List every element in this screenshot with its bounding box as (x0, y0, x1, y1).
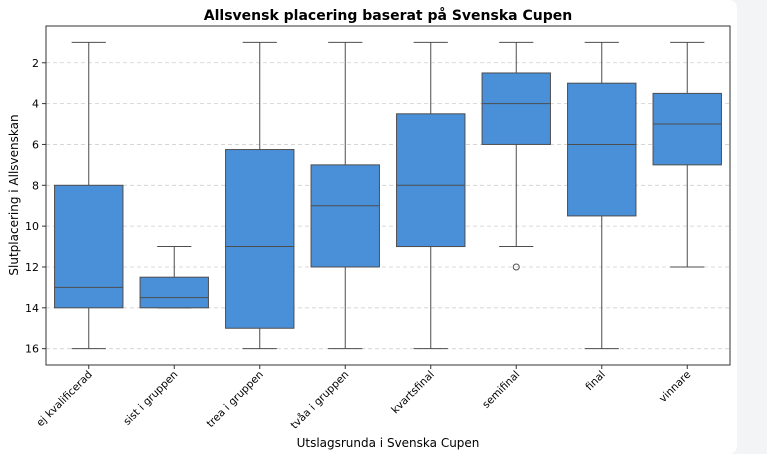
plot-frame (45, 25, 731, 366)
box-iqr (396, 113, 466, 248)
box-group (652, 41, 722, 268)
box-iqr (567, 82, 637, 217)
x-tick-label: kvartsfinal (389, 369, 437, 417)
x-tick-label: tvåa i gruppen (288, 368, 352, 432)
box-group (139, 246, 209, 309)
x-tick-label: final (583, 369, 607, 393)
box-iqr (481, 72, 551, 145)
y-tick-label: 2 (32, 57, 39, 70)
box-iqr (54, 184, 124, 309)
x-tick-label: trea i gruppen (205, 369, 266, 430)
y-tick-label: 14 (25, 302, 39, 315)
x-tick-label: vinnare (657, 369, 693, 405)
y-axis-label: Slutplacering i Allsvenskan (7, 114, 21, 275)
x-axis-ticks: ej kvalificerad sist i gruppen trea i grup… (34, 365, 693, 431)
box-group (310, 41, 380, 350)
y-tick-label: 12 (25, 261, 39, 274)
box-group (396, 41, 466, 350)
box-group (567, 41, 637, 350)
y-tick-label: 6 (32, 138, 39, 151)
chart-title: Allsvensk placering baserat på Svenska C… (204, 7, 572, 24)
box-iqr (225, 149, 295, 329)
y-tick-label: 10 (25, 220, 39, 233)
chart-card: Allsvensk placering baserat på Svenska C… (0, 0, 737, 454)
x-tick-label: semifinal (480, 369, 522, 411)
box-iqr (652, 92, 722, 166)
x-tick-label: sist i gruppen (121, 369, 180, 428)
box-group (225, 41, 295, 350)
outlier-point (512, 263, 520, 271)
box-iqr (139, 276, 209, 309)
y-axis-ticks: 2 4 6 8 10 12 14 16 (25, 57, 46, 356)
x-tick-label: ej kvalificerad (34, 369, 94, 429)
box-plot-chart: Allsvensk placering baserat på Svenska C… (7, 7, 731, 450)
box-group (54, 41, 124, 350)
y-tick-label: 4 (32, 98, 39, 111)
y-tick-label: 8 (32, 179, 39, 192)
box-group (481, 41, 551, 271)
box-series (54, 41, 722, 350)
y-tick-label: 16 (25, 343, 39, 356)
box-iqr (310, 164, 380, 268)
x-axis-label: Utslagsrunda i Svenska Cupen (297, 436, 480, 450)
